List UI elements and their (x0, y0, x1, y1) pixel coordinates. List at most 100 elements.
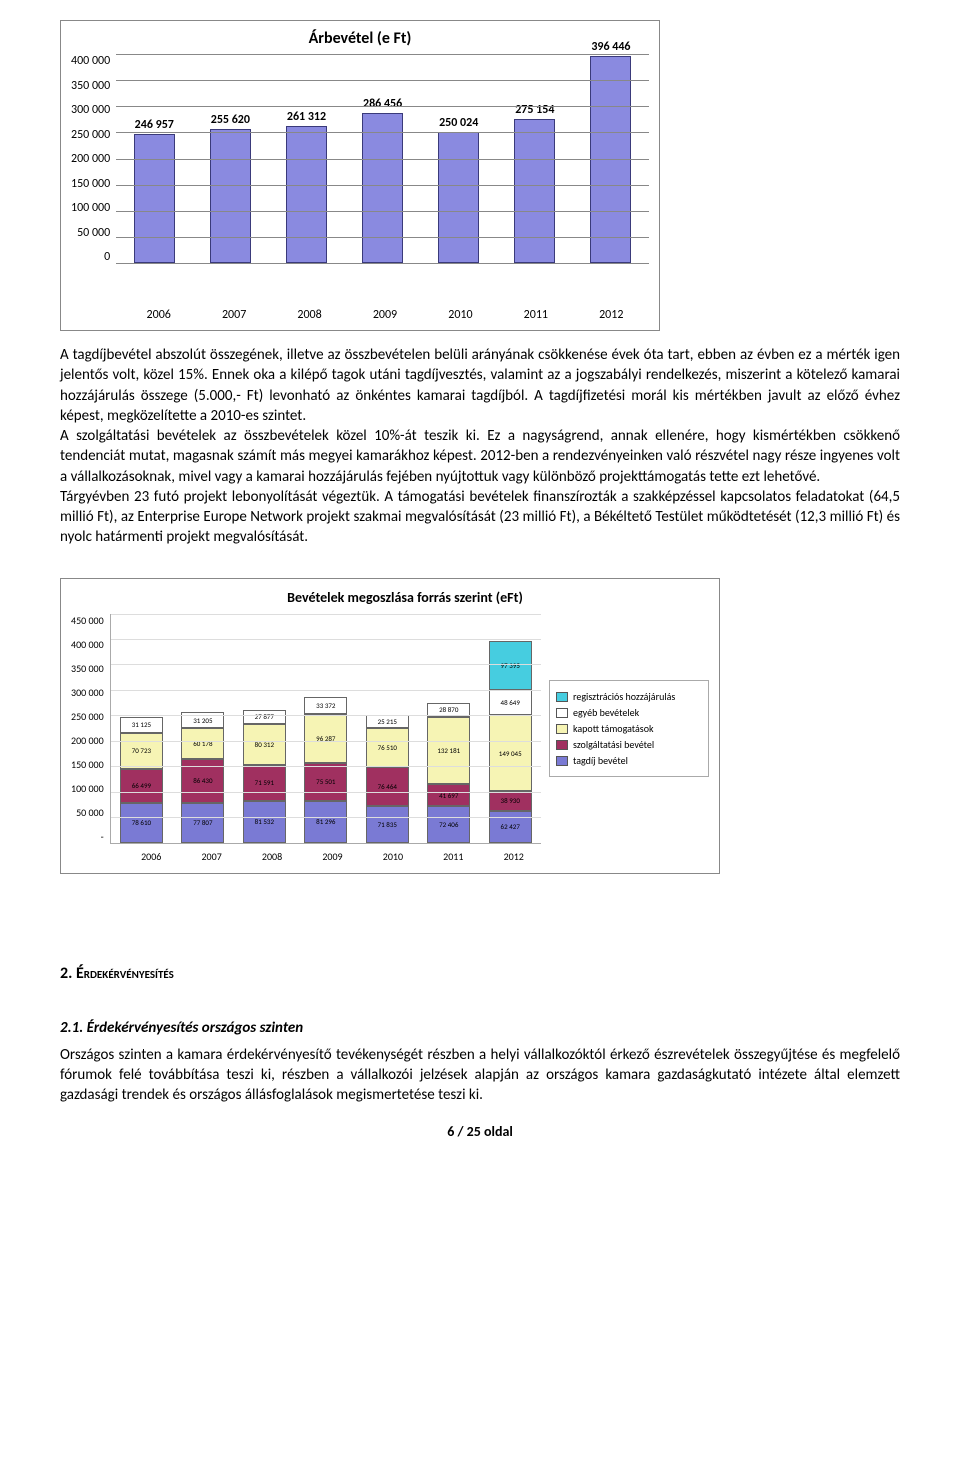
chart2-gridline (111, 741, 541, 742)
chart2-gridline (111, 715, 541, 716)
chart2-ytick: 300 000 (71, 686, 104, 699)
chart2-yaxis: 450 000400 000350 000300 000250 000200 0… (71, 614, 110, 844)
chart1-ytick: 300 000 (71, 103, 110, 117)
chart1-gridline (116, 132, 649, 133)
chart2-seg-value: 38 930 (501, 796, 520, 805)
chart2-seg-kapott: 132 181 (427, 717, 470, 784)
chart2-seg-tagdij: 72 406 (427, 806, 470, 843)
chart2-seg-value: 76 510 (378, 743, 397, 752)
chart2-xcat: 2012 (493, 850, 535, 863)
chart2-plot: 31 12570 72366 49978 61031 20560 17886 4… (110, 614, 541, 844)
chart1-bar-value: 250 024 (439, 116, 478, 130)
chart2-gridline (111, 817, 541, 818)
chart2-seg-value: 33 372 (316, 701, 335, 710)
chart1-body: 400 000350 000300 000250 000200 000150 0… (71, 54, 649, 304)
chart1-gridline (116, 80, 649, 81)
legend-label: tagdíj bevétel (573, 754, 628, 767)
chart1-ytick: 200 000 (71, 152, 110, 166)
chart2-seg-tagdij: 78 610 (120, 803, 163, 843)
chart2-seg-egyeb: 48 649 (489, 690, 532, 715)
chart1-ytick: 400 000 (71, 54, 110, 68)
chart2-seg-value: 28 870 (439, 705, 458, 714)
chart2-bar-col: 31 12570 72366 49978 610 (120, 614, 163, 843)
section-heading-2: 2. Érdekérvényesítés (60, 964, 900, 983)
chart2-seg-szolgaltatasi: 76 464 (366, 767, 409, 806)
chart1-plot: 246 957255 620261 312286 456250 024275 1… (116, 54, 649, 264)
chart2-bar-col: 31 20560 17886 43077 807 (181, 614, 224, 843)
chart1-xcat: 2006 (130, 308, 188, 322)
chart1-gridline (116, 106, 649, 107)
chart1-ytick: 50 000 (77, 226, 110, 240)
section-heading-2-1: 2.1. Érdekérvényesítés országos szinten (60, 1019, 900, 1037)
chart2-xcat: 2010 (372, 850, 414, 863)
body-text: A tagdíjbevétel abszolút összegének, ill… (60, 345, 900, 548)
chart2-legend-item: egyéb bevételek (556, 706, 702, 719)
chart1-xcat: 2008 (281, 308, 339, 322)
chart2-seg-value: 76 464 (378, 782, 397, 791)
chart1-ytick: 350 000 (71, 79, 110, 93)
chart2-seg-egyeb: 31 125 (120, 717, 163, 733)
chart2-seg-tagdij: 77 807 (181, 803, 224, 843)
chart2-seg-kapott: 60 178 (181, 728, 224, 759)
chart2-title: Bevételek megoszlása forrás szerint (eFt… (71, 589, 709, 606)
chart2-seg-value: 81 532 (255, 817, 274, 826)
chart2-ytick: 400 000 (71, 638, 104, 651)
chart2-seg-value: 78 610 (132, 818, 151, 827)
chart2-gridline (111, 664, 541, 665)
chart2-xcat: 2009 (311, 850, 353, 863)
legend-label: kapott támogatások (573, 722, 654, 735)
chart1-title: Árbevétel (e Ft) (71, 29, 649, 48)
chart2-seg-tagdij: 81 296 (304, 801, 347, 842)
chart2-seg-value: 66 499 (132, 781, 151, 790)
chart2-gridline (111, 766, 541, 767)
chart2-gridline (111, 690, 541, 691)
chart2-seg-value: 81 296 (316, 817, 335, 826)
chart1-bar (210, 129, 251, 263)
chart1-bar (134, 134, 175, 263)
chart1-xcat: 2010 (431, 308, 489, 322)
chart1-xaxis: 2006200720082009201020112012 (71, 308, 649, 322)
chart2-ytick: 350 000 (71, 662, 104, 675)
chart1-yaxis: 400 000350 000300 000250 000200 000150 0… (71, 54, 116, 264)
chart2-seg-kapott: 149 045 (489, 715, 532, 791)
chart2-seg-szolgaltatasi: 71 591 (243, 765, 286, 801)
legend-label: szolgáltatási bevétel (573, 738, 654, 751)
chart1-bar (438, 132, 479, 263)
chart2-ytick: 100 000 (71, 782, 104, 795)
chart2-ytick: - (101, 830, 104, 843)
chart1-ytick: 100 000 (71, 201, 110, 215)
chart1-xcat: 2011 (507, 308, 565, 322)
chart2-legend-item: kapott támogatások (556, 722, 702, 735)
chart2-seg-value: 77 807 (193, 818, 212, 827)
chart2-gridline (111, 792, 541, 793)
chart2-bar-col: 27 87780 31271 59181 532 (243, 614, 286, 843)
chart2-ytick: 50 000 (76, 806, 104, 819)
para-3: Tárgyévben 23 futó projekt lebonyolításá… (60, 488, 900, 547)
chart2-seg-tagdij: 81 532 (243, 801, 286, 842)
chart1-gridline (116, 211, 649, 212)
chart2-legend-item: szolgáltatási bevétel (556, 738, 702, 751)
chart2-seg-szolgaltatasi: 75 501 (304, 763, 347, 801)
revenue-breakdown-chart: Bevételek megoszlása forrás szerint (eFt… (60, 578, 720, 874)
chart2-ytick: 150 000 (71, 758, 104, 771)
chart2-seg-value: 31 205 (193, 716, 212, 725)
chart2-seg-tagdij: 71 835 (366, 806, 409, 843)
chart2-seg-szolgaltatasi: 41 697 (427, 784, 470, 805)
chart2-xcat: 2008 (251, 850, 293, 863)
chart1-ytick: 150 000 (71, 177, 110, 191)
chart1-ytick: 0 (104, 250, 110, 264)
chart1-bar (362, 113, 403, 263)
legend-swatch-icon (556, 756, 568, 766)
legend-swatch-icon (556, 724, 568, 734)
chart2-ytick: 200 000 (71, 734, 104, 747)
chart1-xcat: 2007 (205, 308, 263, 322)
chart2-legend-item: regisztrációs hozzájárulás (556, 690, 702, 703)
chart2-bar-col: 25 215 76 510 76 464 71 835 (366, 614, 409, 843)
chart2-seg-egyeb: 27 877 (243, 710, 286, 724)
legend-swatch-icon (556, 708, 568, 718)
chart2-seg-value: 132 181 (437, 746, 460, 755)
chart2-seg-tagdij: 62 427 (489, 811, 532, 843)
chart2-seg-egyeb: 33 372 (304, 697, 347, 714)
chart2-seg-egyeb: 25 215 (366, 715, 409, 728)
chart2-body: 450 000400 000350 000300 000250 000200 0… (71, 614, 709, 844)
